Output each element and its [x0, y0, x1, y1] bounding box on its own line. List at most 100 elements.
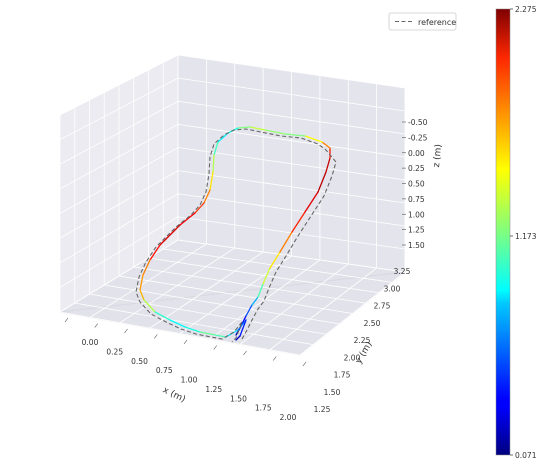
x-tick-mark: [64, 317, 69, 323]
trajectory-segment: [149, 244, 161, 261]
colorbar-min-label: 0.071: [515, 451, 537, 460]
y-tick-label: 1.75: [334, 371, 351, 380]
x-tick-label: 0.50: [131, 357, 148, 366]
floor-gridline: [239, 263, 349, 345]
trajectory-segment: [235, 335, 241, 341]
trajectory-segment: [251, 296, 259, 306]
left-gridline: [59, 124, 179, 190]
back-gridline: [177, 147, 406, 181]
trajectory-segment: [325, 157, 331, 173]
trajectory-segment: [239, 319, 247, 337]
trajectory-segment: [291, 211, 306, 233]
trajectory-segment: [179, 212, 196, 226]
trajectory-segment: [214, 334, 227, 338]
trajectory-segment: [279, 231, 293, 253]
tick-labels: 0.00 0.25 0.50 0.75 1.00 1.25 1.50 1.75 2.00 1.25…: [64, 118, 428, 422]
y-tick-label: 2.25: [354, 336, 371, 345]
y-tick-label: 3.25: [394, 267, 411, 276]
z-tick-label: 0.00: [408, 149, 425, 158]
x-tick-label: 0.00: [82, 338, 99, 347]
trajectory-segment: [203, 189, 211, 204]
axes-panes: [59, 55, 407, 356]
back-gridline: [177, 54, 406, 89]
x-tick-mark: [154, 334, 158, 339]
y-tick-label: 1.50: [324, 388, 341, 397]
x-tick-label: 0.75: [156, 366, 173, 375]
gridlines: [59, 54, 406, 356]
trajectory-segment: [262, 267, 271, 285]
trajectory-segment: [212, 154, 215, 173]
trajectory-segment: [269, 251, 281, 269]
z-tick-label: -0.50: [408, 118, 428, 127]
x-tick-mark: [302, 361, 307, 367]
floor-gridline: [179, 255, 292, 334]
trajectory-segment: [264, 129, 286, 135]
reference-trajectory: [135, 128, 337, 343]
trajectory-segment: [245, 304, 253, 317]
floor-gridline: [177, 239, 406, 273]
trajectory-segment: [317, 171, 327, 193]
z-tick-label: 1.00: [408, 210, 425, 219]
z-axis-label: z (m): [432, 144, 444, 168]
trajectory-segment: [169, 319, 186, 328]
back-gridline: [177, 123, 406, 158]
legend: reference: [388, 12, 457, 31]
trajectory-segment: [142, 259, 151, 276]
colorbar-mid-label: 1.173: [515, 232, 537, 241]
trajectory-segment: [199, 331, 216, 336]
z-tick-label: 0.75: [408, 195, 425, 204]
trajectory-segment: [139, 274, 144, 291]
trajectory-segment: [184, 326, 201, 333]
colorbar-max-label: 2.275: [515, 5, 537, 14]
trajectory-segment: [213, 141, 219, 156]
back-gridline: [177, 77, 406, 112]
trajectory-segment: [237, 126, 251, 129]
x-tick-label: 1.50: [230, 394, 247, 403]
x-axis-label: x (m): [161, 385, 187, 405]
y-tick-label: 2.75: [374, 302, 391, 311]
trajectory-segment: [159, 224, 181, 246]
legend-reference-label: reference: [418, 18, 456, 27]
z-tick-label: 1.25: [408, 226, 425, 235]
floor-gridline: [299, 271, 406, 356]
x-tick-label: 2.00: [280, 413, 297, 422]
trajectory-segment: [304, 191, 319, 213]
z-tick-label: 0.25: [408, 164, 425, 173]
y-tick-label: 2.50: [364, 319, 381, 328]
trajectory-segment: [217, 132, 229, 143]
trajectory-segment: [284, 133, 306, 137]
x-tick-label: 1.25: [205, 385, 222, 394]
x-tick-mark: [94, 323, 98, 328]
trajectory-segment: [249, 126, 266, 131]
x-tick-mark: [213, 345, 217, 350]
left-gridline: [59, 100, 179, 165]
y-tick-label: 1.25: [314, 405, 331, 414]
floor-gridline: [163, 248, 392, 283]
x-tick-label: 1.75: [255, 404, 272, 413]
y-tick-label: 3.00: [384, 284, 401, 293]
floor-gridline: [269, 267, 377, 350]
trajectory-segment: [321, 141, 331, 149]
trajectory-segment: [237, 319, 247, 331]
back-gridline: [177, 100, 406, 135]
z-tick-label: 0.50: [408, 180, 425, 189]
trajectory-segment: [154, 311, 171, 321]
z-tick-label: 1.50: [408, 241, 425, 250]
colorbar-gradient: [495, 8, 511, 456]
z-tick-label: -0.25: [408, 133, 428, 142]
y-tick-label: 2.00: [344, 353, 361, 362]
floor-gridline: [148, 257, 379, 294]
left-gridline: [59, 54, 179, 116]
colorbar: 2.275 1.173 0.071: [495, 5, 537, 460]
floor-gridline: [133, 266, 366, 304]
left-gridline: [59, 77, 179, 140]
trajectory-segment: [304, 135, 323, 143]
x-tick-label: 0.25: [106, 347, 123, 356]
trajectory-segment: [257, 283, 264, 298]
trajectory-segment: [194, 202, 205, 214]
x-tick-mark: [183, 339, 188, 345]
x-tick-label: 1.00: [181, 376, 198, 385]
x-tick-mark: [273, 356, 277, 361]
